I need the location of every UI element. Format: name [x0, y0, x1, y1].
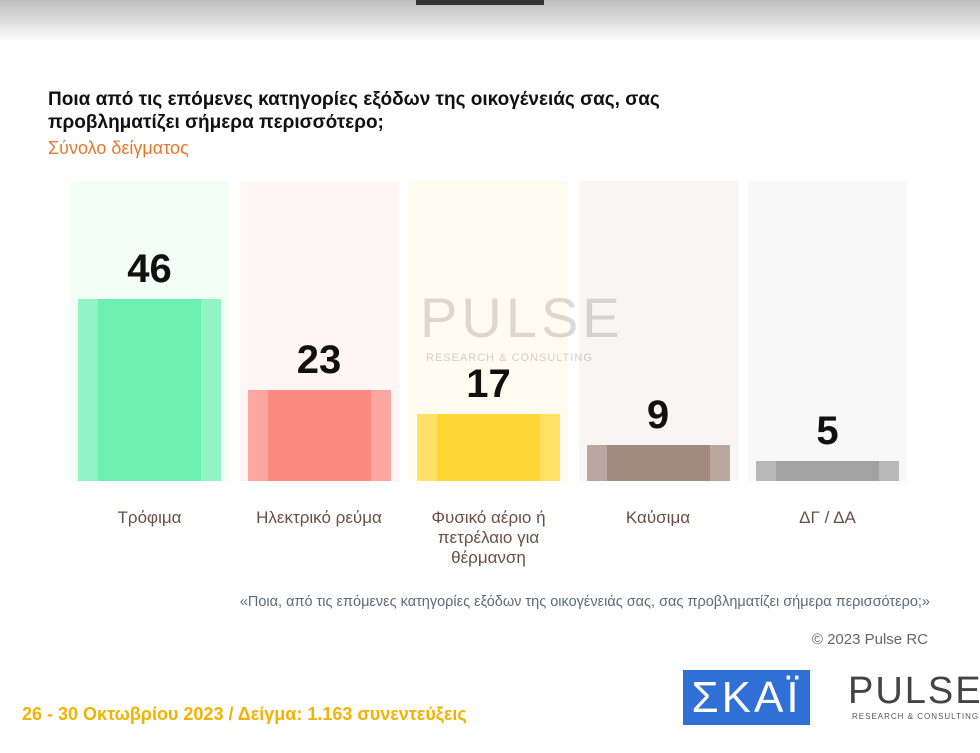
value-label: 9 — [646, 393, 670, 438]
bar — [78, 299, 221, 481]
bar — [756, 461, 899, 481]
watermark: PULSE — [420, 286, 624, 349]
x-tick-label: Φυσικό αέριο ή πετρέλαιο για θέρμανση — [431, 508, 546, 567]
chart-title: Ποια από τις επόμενες κατηγορίες εξόδων … — [48, 89, 660, 133]
watermark-tagline: RESEARCH & CONSULTING — [426, 352, 593, 364]
top-band — [0, 0, 980, 42]
copyright: © 2023 Pulse RC — [811, 631, 928, 648]
top-bar — [416, 0, 544, 5]
pollster-tagline: RESEARCH & CONSULTING — [852, 712, 980, 721]
bar — [586, 445, 730, 481]
value-label: 23 — [296, 338, 342, 383]
channel-logo: ΣΚΑΪ — [683, 670, 810, 725]
value-label: 5 — [816, 409, 839, 454]
survey-info: 26 - 30 Οκτωβρίου 2023 / Δείγμα: 1.163 σ… — [22, 704, 467, 724]
x-tick-label: ΔΓ / ΔΑ — [799, 508, 856, 527]
bar — [247, 390, 391, 481]
footnote: «Ποια, από τις επόμενες κατηγορίες εξόδω… — [239, 594, 930, 610]
x-tick-label: Ηλεκτρικό ρεύμα — [256, 508, 382, 527]
chart-subtitle: Σύνολο δείγματος — [48, 138, 189, 158]
value-label: 17 — [466, 361, 511, 406]
panel — [578, 181, 738, 481]
bar — [417, 413, 560, 481]
x-tick-label: Τρόφιμα — [117, 508, 182, 527]
value-label: 46 — [127, 247, 172, 292]
panel — [748, 181, 907, 481]
pollster-logo: PULSE — [848, 670, 980, 712]
x-tick-label: Καύσιμα — [625, 508, 691, 527]
